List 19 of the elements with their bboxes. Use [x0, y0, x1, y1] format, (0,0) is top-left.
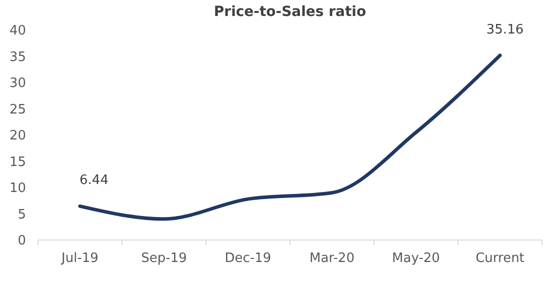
- y-tick-label: 10: [9, 181, 26, 196]
- data-label: 6.44: [80, 173, 108, 188]
- x-tick-label: Sep-19: [141, 251, 187, 266]
- y-tick-label: 20: [9, 128, 26, 144]
- chart-title: Price-to-Sales ratio: [214, 4, 366, 20]
- x-tick-label: Mar-20: [310, 251, 354, 266]
- y-tick-label: 25: [9, 102, 26, 118]
- x-tick-label: Jul-19: [60, 251, 98, 266]
- y-tick-label: 30: [9, 76, 26, 92]
- x-tick-label: Dec-19: [224, 251, 272, 266]
- y-tick-label: 15: [9, 154, 26, 170]
- x-tick-label: May-20: [392, 251, 440, 266]
- data-label: 35.16: [486, 22, 524, 38]
- y-tick-label: 5: [18, 207, 26, 222]
- y-tick-label: 35: [9, 50, 26, 65]
- line-series: [78, 54, 502, 221]
- y-tick-label: 40: [9, 24, 26, 39]
- y-tick-label: 0: [18, 234, 26, 249]
- x-tick-label: Current: [476, 251, 524, 266]
